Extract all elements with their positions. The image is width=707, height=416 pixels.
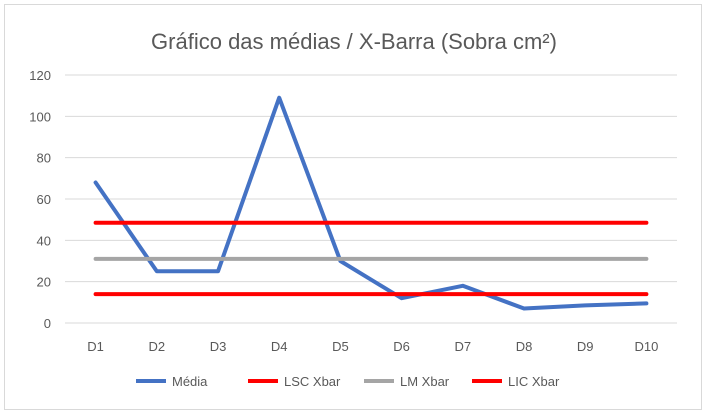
chart-title: Gráfico das médias / X-Barra (Sobra cm²) (151, 29, 557, 54)
x-tick-label: D5 (332, 339, 349, 354)
series-line-0 (93, 95, 649, 311)
y-tick-label: 120 (29, 68, 51, 83)
x-tick-label: D10 (634, 339, 658, 354)
legend: Média LSC Xbar LM Xbar LIC Xbar (136, 374, 560, 389)
y-tick-label: 0 (44, 316, 51, 331)
x-tick-label: D7 (454, 339, 471, 354)
x-tick-label: D4 (271, 339, 288, 354)
legend-label: LIC Xbar (508, 374, 560, 389)
x-tick-label: D3 (210, 339, 227, 354)
series-lines (93, 95, 649, 311)
legend-label: LSC Xbar (284, 374, 341, 389)
y-tick-label: 20 (37, 275, 51, 290)
gridlines (65, 74, 677, 324)
axes: 0 20 40 60 80 100 120 D1 D2 D3 D4 D5 D6 D7 D8 D9 D10 (29, 68, 658, 354)
y-tick-label: 40 (37, 233, 51, 248)
legend-label: LM Xbar (400, 374, 450, 389)
y-tick-label: 100 (29, 109, 51, 124)
x-tick-label: D2 (148, 339, 165, 354)
chart-svg: Gráfico das médias / X-Barra (Sobra cm²)… (29, 29, 677, 389)
y-tick-label: 80 (37, 151, 51, 166)
x-tick-label: D1 (87, 339, 104, 354)
x-tick-label: D9 (577, 339, 594, 354)
y-tick-label: 60 (37, 192, 51, 207)
x-tick-label: D8 (516, 339, 533, 354)
legend-label: Média (172, 374, 208, 389)
x-tick-label: D6 (393, 339, 410, 354)
chart-container: Gráfico das médias / X-Barra (Sobra cm²)… (4, 4, 702, 410)
